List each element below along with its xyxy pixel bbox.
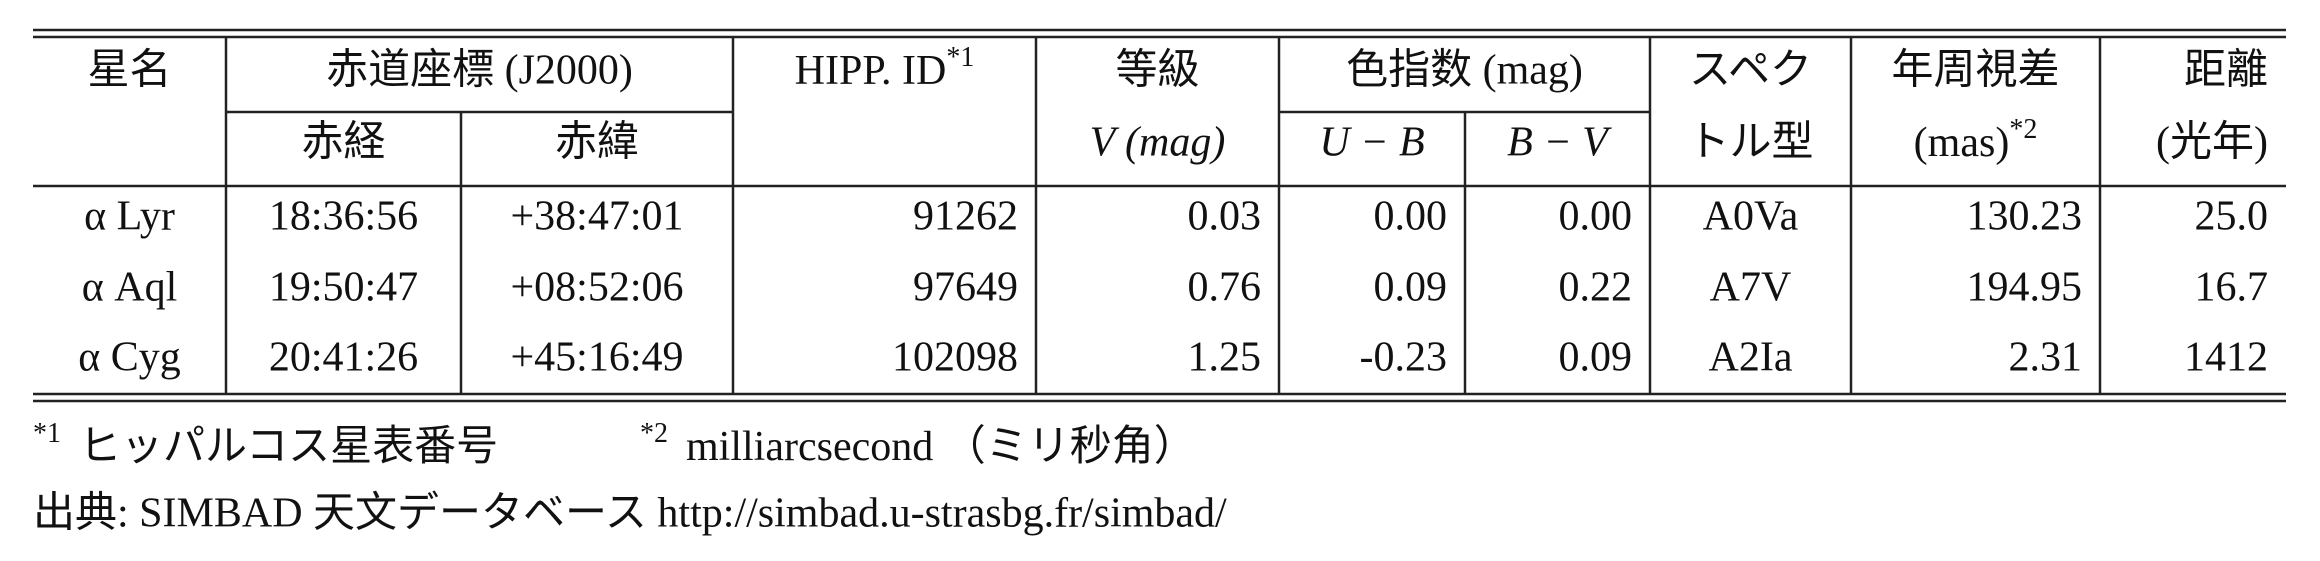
cell-text: 0.09 <box>1559 335 1633 381</box>
cell-text: 194.95 <box>1967 265 2083 311</box>
cell-text: 20:41:26 <box>269 335 418 381</box>
cell-text: 赤経 <box>301 120 385 166</box>
cell-text: 星名 <box>87 48 171 94</box>
cell-text: V (mag) <box>1090 120 1226 166</box>
cell-text: HIPP. ID <box>795 48 947 94</box>
cell-text: 1412 <box>2184 335 2268 381</box>
cell-text: トル型 <box>1687 120 1813 166</box>
source: 出典: SIMBAD 天文データベース http://simbad.u-stra… <box>33 490 1227 537</box>
cell-text: A7V <box>1710 265 1792 311</box>
cell-text: 130.23 <box>1967 194 2083 240</box>
cell-text: 102098 <box>892 335 1018 381</box>
cell-text: A2Ia <box>1709 335 1793 381</box>
cell-text: 0.03 <box>1188 194 1262 240</box>
cell-text: (光年) <box>2156 119 2268 166</box>
footnote-mark: *2 <box>640 418 668 449</box>
cell-text: 距離 <box>2184 48 2268 94</box>
cell-text: スペク <box>1689 48 1812 94</box>
cell-text: 色指数 (mag) <box>1346 48 1583 94</box>
footnote-mark: *1 <box>33 418 61 449</box>
cell-text: HIPP. ID*1 <box>795 42 975 93</box>
cell-text: 等級 <box>1115 48 1199 94</box>
cell-text: +38:47:01 <box>510 194 683 240</box>
cell-text: 0.09 <box>1374 265 1448 311</box>
cell-text: 0.22 <box>1559 265 1633 311</box>
cell-text: (mas)*2 <box>1914 114 2038 165</box>
footnote: *1 ヒッパルコス星表番号 <box>33 418 498 469</box>
cell-text: α Aql <box>82 265 178 311</box>
cell-text: (mas) <box>1914 120 2010 166</box>
cell-text: α Lyr <box>84 194 175 240</box>
superscript: *2 <box>2009 114 2037 145</box>
cell-text: 赤道座標 (J2000) <box>326 47 633 94</box>
cell-text: 赤緯 <box>555 120 639 166</box>
cell-text: 0.00 <box>1374 194 1448 240</box>
footnote-text: ヒッパルコス星表番号 <box>79 424 498 470</box>
superscript: *1 <box>946 42 974 73</box>
cell-text: 25.0 <box>2195 194 2269 240</box>
cell-text: 0.76 <box>1188 265 1262 311</box>
cell-text: U − B <box>1319 120 1424 166</box>
cell-text: 18:36:56 <box>269 194 418 240</box>
cell-text: 97649 <box>913 265 1018 311</box>
cell-text: 年周視差 <box>1891 47 2059 94</box>
cell-text: +08:52:06 <box>510 265 683 311</box>
cell-text: B − V <box>1507 120 1612 166</box>
cell-text: 19:50:47 <box>269 265 418 311</box>
cell-text: α Cyg <box>78 335 181 381</box>
footnote-text: milliarcsecond （ミリ秒角） <box>686 424 1196 470</box>
cell-text: 91262 <box>913 194 1018 240</box>
cell-text: 2.31 <box>2009 335 2083 381</box>
footnote: *2 milliarcsecond （ミリ秒角） <box>640 418 1196 469</box>
cell-text: -0.23 <box>1360 335 1448 381</box>
cell-text: 1.25 <box>1188 335 1262 381</box>
cell-text: 0.00 <box>1559 194 1633 240</box>
cell-text: 16.7 <box>2195 265 2269 311</box>
cell-text: A0Va <box>1703 194 1799 240</box>
cell-text: +45:16:49 <box>510 335 683 381</box>
